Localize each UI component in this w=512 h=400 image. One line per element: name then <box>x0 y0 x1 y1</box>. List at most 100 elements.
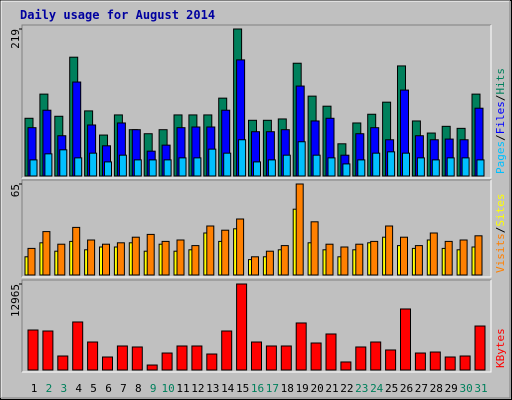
x-tick-label: 17 <box>266 382 279 395</box>
bar <box>87 239 96 276</box>
bar <box>400 308 411 371</box>
bar <box>118 154 127 177</box>
x-tick-label: 23 <box>355 382 368 395</box>
bar <box>131 236 140 276</box>
bar <box>385 225 394 276</box>
bar <box>342 163 351 177</box>
panel-bevel <box>22 25 492 179</box>
x-tick-label: 13 <box>206 382 219 395</box>
panel-bevel <box>21 24 491 178</box>
bar <box>131 346 143 371</box>
bar <box>176 345 188 371</box>
bar <box>459 355 471 371</box>
x-tick-label: 20 <box>310 382 323 395</box>
x-tick-label: 10 <box>161 382 174 395</box>
x-tick-label: 14 <box>221 382 235 395</box>
bar <box>416 157 425 177</box>
bar <box>251 256 259 276</box>
bar <box>295 322 307 371</box>
bar <box>282 154 291 177</box>
bar <box>459 239 468 276</box>
bar <box>429 232 438 276</box>
bar <box>116 345 128 371</box>
x-tick-label: 19 <box>296 382 309 395</box>
bar <box>402 152 410 177</box>
bar <box>57 243 66 276</box>
bar <box>161 240 170 276</box>
bar <box>355 346 367 371</box>
bar <box>42 330 54 371</box>
x-tick-label: 2 <box>46 382 53 395</box>
bar <box>340 246 349 276</box>
bar <box>191 345 203 371</box>
bar <box>236 283 248 371</box>
bar <box>444 356 456 371</box>
bar <box>89 152 98 177</box>
x-tick-label: 1 <box>31 382 38 395</box>
bar <box>223 152 232 177</box>
x-tick-label: 5 <box>90 382 97 395</box>
bar <box>102 243 110 276</box>
bar <box>251 341 262 371</box>
bar <box>146 364 158 371</box>
legend: Pages/Files/Hits <box>494 68 507 174</box>
bar <box>221 330 233 371</box>
bar <box>372 152 381 177</box>
bar <box>267 159 276 177</box>
bar <box>327 157 336 177</box>
x-tick-label: 7 <box>120 382 127 395</box>
bar <box>27 247 36 276</box>
x-tick-label: 12 <box>191 382 204 395</box>
bar <box>414 245 423 276</box>
panel-bevel <box>21 179 491 277</box>
bar <box>221 229 230 276</box>
bar <box>461 157 470 177</box>
x-tick-label: 29 <box>445 382 458 395</box>
bar <box>446 157 455 177</box>
bar <box>133 159 142 177</box>
bar <box>312 154 321 177</box>
bar <box>163 159 172 177</box>
bar <box>74 157 83 177</box>
bar <box>146 233 155 276</box>
bar <box>474 235 483 276</box>
x-tick-label: 3 <box>60 382 67 395</box>
bar <box>414 352 426 371</box>
chart-title: Daily usage for August 2014 <box>20 8 215 22</box>
bar <box>42 231 51 276</box>
bar <box>193 157 202 177</box>
bar <box>340 361 352 371</box>
bar <box>280 345 292 371</box>
y-tick-label: 219 <box>9 29 22 49</box>
x-tick-label: 18 <box>281 382 294 395</box>
bar <box>44 153 53 177</box>
bar <box>357 159 366 177</box>
x-tick-label: 22 <box>340 382 353 395</box>
x-tick-label: 28 <box>430 382 443 395</box>
legend-separator: / <box>494 95 507 102</box>
x-tick-label: 4 <box>75 382 82 395</box>
bar <box>295 183 304 276</box>
x-tick-label: 21 <box>325 382 338 395</box>
x-tick-label: 26 <box>400 382 413 395</box>
bar <box>178 157 187 177</box>
bar <box>87 341 99 371</box>
bar <box>59 149 68 177</box>
bar <box>385 349 397 371</box>
panel-bevel <box>22 280 492 373</box>
y-tick-label: 12965 <box>9 284 22 317</box>
bar <box>370 341 382 371</box>
legend-separator: / <box>494 227 507 234</box>
panel-bevel <box>21 279 491 372</box>
bar <box>355 243 364 276</box>
bar <box>236 218 245 276</box>
x-tick-label: 25 <box>385 382 398 395</box>
bar <box>72 321 84 371</box>
bar <box>29 159 38 177</box>
bar <box>370 240 379 276</box>
bar <box>176 239 185 276</box>
bar <box>297 141 306 177</box>
